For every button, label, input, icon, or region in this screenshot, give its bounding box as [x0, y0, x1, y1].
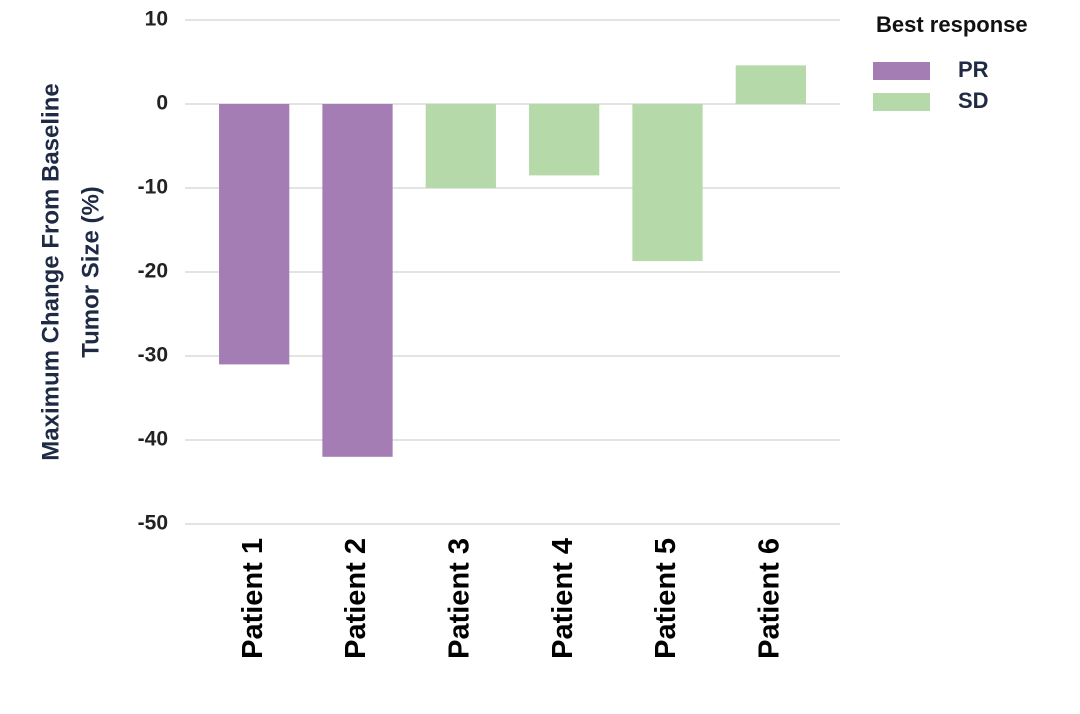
- x-tick-label: Patient 1: [237, 538, 269, 659]
- bar: [632, 104, 703, 262]
- legend-swatch: [873, 62, 930, 80]
- y-axis-title-line: Maximum Change From Baseline: [37, 83, 64, 460]
- legend-label: SD: [958, 88, 989, 113]
- y-axis-title-line: Tumor Size (%): [77, 186, 104, 358]
- bar: [322, 104, 393, 457]
- y-tick-label: -40: [138, 428, 168, 451]
- y-axis-title: Maximum Change From Baseline Tumor Size …: [37, 83, 104, 460]
- bar: [219, 104, 290, 365]
- x-tick-label: Patient 3: [443, 538, 475, 659]
- x-tick-label: Patient 5: [650, 538, 682, 659]
- y-tick-label: 0: [156, 92, 168, 115]
- legend-swatch: [873, 93, 930, 111]
- y-tick-label: -50: [138, 512, 168, 535]
- legend-label: PR: [958, 57, 989, 82]
- bar: [529, 104, 600, 176]
- x-tick-label: Patient 4: [547, 538, 579, 659]
- bar: [425, 104, 496, 188]
- y-tick-label: -30: [138, 344, 168, 367]
- x-tick-label: Patient 2: [340, 538, 372, 659]
- y-tick-label: -10: [138, 176, 168, 199]
- bar: [735, 65, 806, 104]
- y-tick-label: -20: [138, 260, 168, 283]
- legend-title: Best response: [876, 12, 1028, 37]
- x-tick-label: Patient 6: [753, 538, 785, 659]
- y-tick-label: 10: [145, 8, 168, 31]
